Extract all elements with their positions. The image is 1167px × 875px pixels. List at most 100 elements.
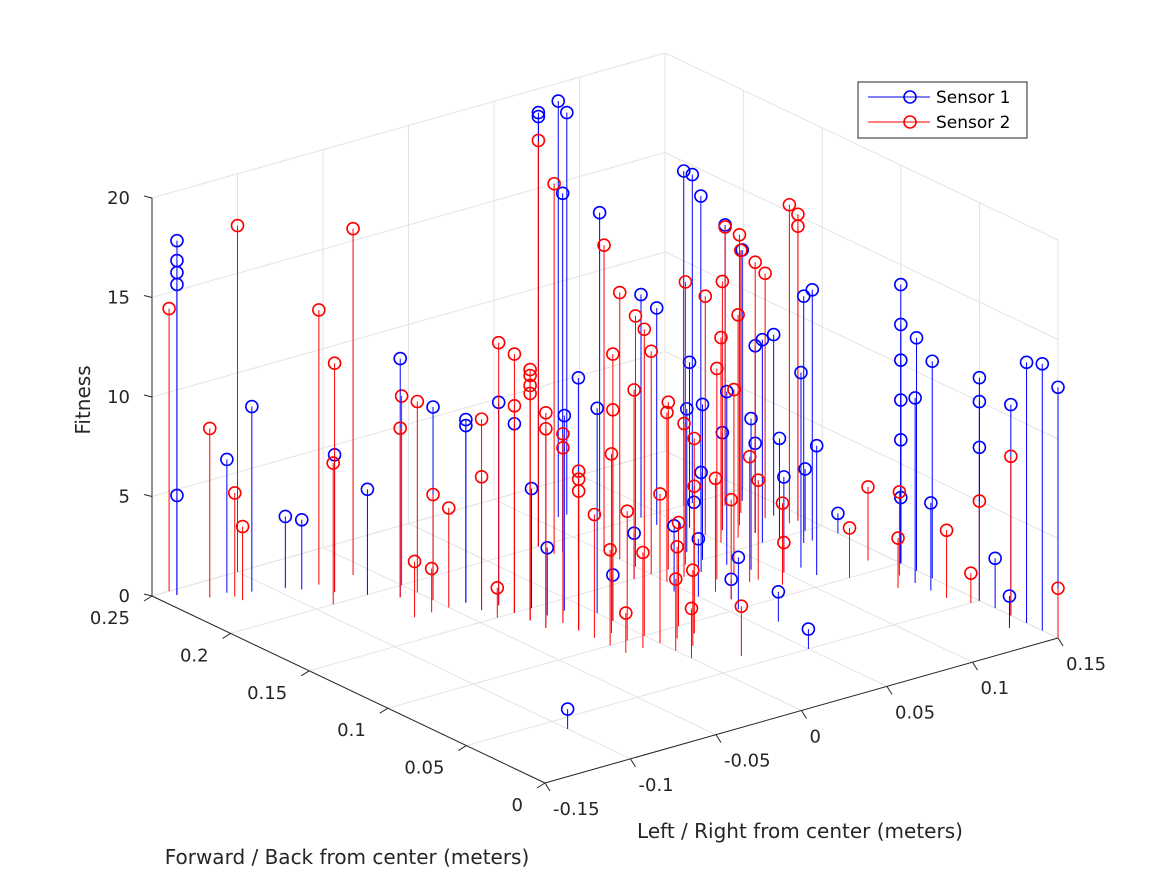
stem-sensor-2 [718,220,732,506]
y-tick-label: 0.15 [247,683,287,704]
stem-sensor-2 [547,176,561,554]
stem-marker [677,416,691,431]
z-tick-label: 10 [107,387,130,408]
stem-sensor-2 [441,501,456,608]
stem-sensor-2 [734,243,748,514]
stem-marker [831,506,845,521]
stem-marker [972,370,987,385]
stem-marker [678,275,693,289]
stem-marker [805,282,820,297]
stem-sensor-1 [278,509,293,589]
stem-sensor-1 [805,282,820,541]
stem-marker [612,285,627,300]
floor-grid-x [579,474,973,663]
stem-marker [777,470,791,484]
x-tick-label: -0.1 [639,775,674,796]
floor-grid-x [237,571,631,760]
stem-markers [162,94,1065,729]
stem-sensor-1 [590,401,604,614]
stem-marker [676,164,691,178]
stem-marker [794,365,808,380]
floor-grid-x [408,523,802,711]
stem-sensor-2 [891,531,905,588]
sidewall-grid-z [664,152,1059,340]
stem-marker [507,347,522,361]
x-tick-mark [1057,637,1064,647]
x-tick-label: 0.15 [1066,654,1106,675]
stem-sensor-2 [426,487,440,601]
stem-sensor-2 [612,285,627,560]
stem-marker [801,622,816,636]
stem-sensor-1 [988,551,1002,609]
stem-marker [861,480,875,494]
stem-marker [964,566,978,580]
stem-sensor-1 [667,519,681,592]
stem-marker [230,218,245,233]
y-tick-mark [379,707,389,714]
z-tick-label: 5 [119,487,130,508]
stem-marker [719,384,734,399]
z-tick-label: 0 [119,586,130,607]
stem-sensor-2 [644,344,659,575]
stem-sensor-2 [162,301,176,592]
z-tick-mark [143,195,153,199]
tick-labels: -0.15 -0.1 -0.05 0 0.05 0.1 0.15 0 0.05 0.1 0.15 0.… [90,188,1106,820]
stem-marker [742,449,757,464]
stem-sensor-2 [394,389,409,586]
stem-marker [627,383,641,397]
stem-sensor-2 [627,383,641,579]
stem-sensor-1 [694,465,708,572]
stem-marker [327,356,342,371]
stem-marker [407,554,422,569]
stem-sensor-2 [407,554,422,618]
stem-sensor-2 [326,456,341,605]
stem-marker [671,515,686,530]
stem-marker [539,406,553,420]
x-tick-label: 0.05 [895,702,935,723]
legend-item-sensor-1: Sensor 1 [868,88,1011,108]
stem-sensor-1 [809,438,824,576]
stem-marker [360,482,375,497]
stem-marker [686,563,700,578]
stem-sensor-2 [490,580,505,618]
stem-marker [972,494,987,508]
stem-marker [1035,357,1050,371]
stem-marker [474,412,489,426]
stem-sensor-2 [410,394,425,593]
stem-sensor-2 [539,421,553,628]
stem-sensor-2 [556,441,570,623]
stem-marker [809,438,824,453]
stem-marker [667,519,681,533]
stem-marker [724,492,738,507]
stem-sensor-1 [592,205,607,518]
x-tick-label: -0.15 [553,799,600,820]
stem-sensor-1 [557,408,572,611]
stem-marker [771,585,786,599]
stem-marker [547,176,561,191]
stem-sensor-2 [668,572,683,651]
legend-box [857,81,1028,139]
stem-sensor-2 [619,606,633,653]
stem-sensor-2 [861,480,875,561]
stem-sensor-2 [727,382,741,575]
stem-marker [571,484,586,498]
stem-sensor-2 [708,471,723,592]
stem-marker [766,327,781,342]
stem-marker [474,470,489,484]
stem-sensor-1 [551,94,566,517]
stem-marker [539,421,553,436]
stem-marker [893,393,908,407]
stem-marker [909,331,924,345]
stem-sensor-1 [682,355,697,528]
stem-marker [893,277,908,292]
floor-grid-y [466,600,980,747]
stem-marker [972,440,987,455]
stem-marker [734,243,748,258]
stem-marker [718,220,732,234]
stem-marker [628,309,643,323]
stem-sensor-2 [734,599,749,656]
stem-marker [235,519,250,534]
stem-marker [694,465,708,480]
stem-marker [1051,581,1065,596]
